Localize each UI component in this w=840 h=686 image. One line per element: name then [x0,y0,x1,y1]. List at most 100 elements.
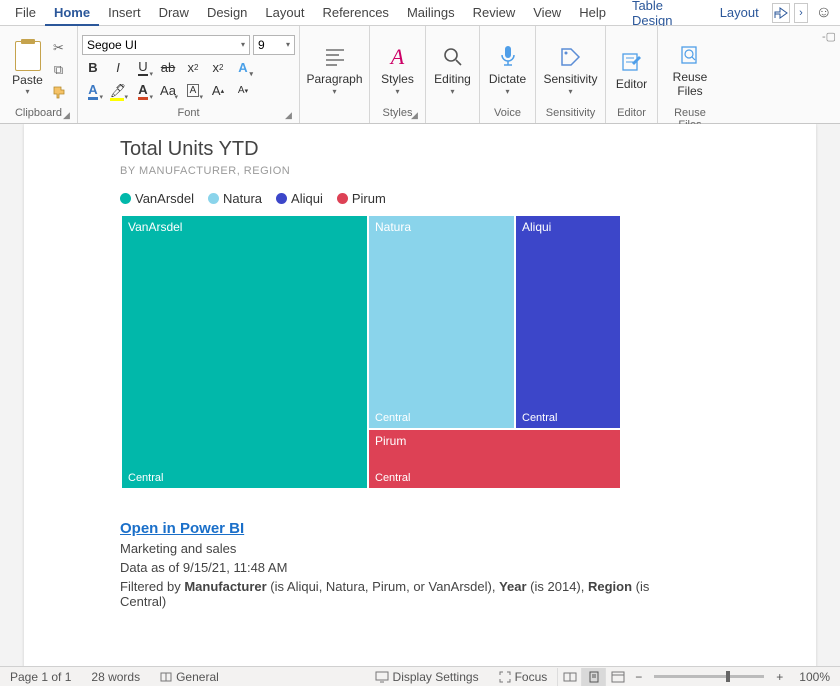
font-color-button[interactable]: A [132,81,154,101]
font-color-a-button[interactable]: A [82,81,104,101]
editing-button[interactable]: Editing ▾ [430,39,475,96]
group-label-editing [430,107,475,123]
legend-swatch [276,193,287,204]
underline-button[interactable]: U [132,58,154,78]
chart-legend: VanArsdelNaturaAliquiPirum [120,191,660,206]
styles-button[interactable]: A Styles ▾ [374,39,421,96]
group-editing: Editing ▾ [426,26,480,123]
editor-button[interactable]: Editor [610,44,653,91]
group-label-paragraph [304,107,365,123]
paste-button[interactable]: Paste ▾ [10,39,46,96]
microphone-icon [494,43,522,71]
read-mode-button[interactable] [557,668,581,686]
subscript-button[interactable]: x2 [182,58,204,78]
tab-file[interactable]: File [6,1,45,24]
tab-mailings[interactable]: Mailings [398,1,464,24]
tab-ctx-layout[interactable]: Layout [711,1,768,24]
editor-label: Editor [616,78,647,91]
document-canvas: Total Units YTD By Manufacturer, Region … [0,124,840,666]
group-paragraph: Paragraph ▾ [300,26,370,123]
zoom-slider[interactable] [654,675,764,678]
filter-pre: Filtered by [120,579,184,594]
treemap-cell[interactable]: VanArsdelCentral [121,215,368,489]
bold-button[interactable]: B [82,58,104,78]
cut-button[interactable]: ✂ [50,39,68,57]
tab-layout[interactable]: Layout [256,1,313,24]
text-effects-button[interactable]: A [232,58,254,78]
styles-label: Styles [381,73,414,86]
char-border-button[interactable]: A [182,81,204,101]
styles-launcher[interactable]: ◢ [411,110,423,122]
treemap-cell[interactable]: NaturaCentral [368,215,515,429]
tab-references[interactable]: References [313,1,397,24]
zoom-in-button[interactable]: + [770,670,789,684]
status-display-text: Display Settings [393,670,479,684]
legend-item: Pirum [337,191,386,206]
tab-design[interactable]: Design [198,1,256,24]
clipboard-launcher[interactable]: ◢ [63,110,75,122]
status-lang[interactable]: General [150,670,229,684]
clipboard-icon [15,41,41,71]
doc-meta-1: Marketing and sales [120,541,660,556]
book-icon [160,671,172,683]
paragraph-button[interactable]: Paragraph ▾ [305,39,365,96]
shrink-font-button[interactable]: A▾ [232,81,254,101]
focus-button[interactable]: Focus [489,670,558,684]
tab-home[interactable]: Home [45,1,99,26]
doc-meta-2: Data as of 9/15/21, 11:48 AM [120,560,660,575]
grow-font-button[interactable]: A▴ [207,81,229,101]
embedded-chart: Total Units YTD By Manufacturer, Region … [120,138,660,609]
paragraph-icon [321,43,349,71]
dictate-label: Dictate [489,73,526,86]
group-sensitivity: Sensitivity ▾ Sensitivity [536,26,606,123]
reuse-files-button[interactable]: Reuse Files [662,37,718,97]
styles-icon: A [384,43,412,71]
ribbon-pin-button[interactable]: -▢ [822,30,836,43]
treemap-cell[interactable]: AliquiCentral [515,215,621,429]
group-font: Segoe UI▾ 9▾ B I U ab x2 x2 A A [78,26,300,123]
paragraph-label: Paragraph [306,73,362,86]
status-lang-text: General [176,670,219,684]
open-in-power-bi-link[interactable]: Open in Power BI [120,520,244,537]
tab-help[interactable]: Help [570,1,615,24]
zoom-level[interactable]: 100% [789,670,840,684]
legend-swatch [120,193,131,204]
font-name-combo[interactable]: Segoe UI▾ [82,35,250,55]
dictate-button[interactable]: Dictate ▾ [484,39,531,96]
print-layout-button[interactable] [581,668,605,686]
format-painter-button[interactable] [50,83,68,101]
treemap-cell[interactable]: PirumCentral [368,429,621,489]
chart-title: Total Units YTD [120,138,660,161]
share-button[interactable] [772,3,790,23]
legend-item: Aliqui [276,191,323,206]
tab-insert[interactable]: Insert [99,1,150,24]
italic-button[interactable]: I [107,58,129,78]
status-words[interactable]: 28 words [81,670,150,684]
copy-button[interactable]: ⧉ [50,61,68,79]
overflow-button[interactable]: › [794,3,808,23]
font-size-combo[interactable]: 9▾ [253,35,295,55]
sensitivity-button[interactable]: Sensitivity ▾ [541,39,601,96]
treemap-cell-region: Central [375,472,410,484]
font-size-value: 9 [258,38,265,52]
tab-review[interactable]: Review [464,1,525,24]
treemap-cell-name: Natura [375,220,411,234]
group-label-reuse: Reuse Files [662,107,718,123]
strikethrough-button[interactable]: ab [157,58,179,78]
group-label-sensitivity: Sensitivity [540,107,601,123]
legend-swatch [208,193,219,204]
legend-item: Natura [208,191,262,206]
feedback-smiley-icon[interactable]: ☺ [816,4,832,22]
change-case-button[interactable]: Aa [157,81,179,101]
highlight-button[interactable]: 🖊 [107,81,129,101]
superscript-button[interactable]: x2 [207,58,229,78]
zoom-out-button[interactable]: − [629,670,648,684]
font-launcher[interactable]: ◢ [285,110,297,122]
tab-view[interactable]: View [524,1,570,24]
display-settings-button[interactable]: Display Settings [365,670,489,684]
web-layout-button[interactable] [605,668,629,686]
tab-draw[interactable]: Draw [150,1,198,24]
status-page[interactable]: Page 1 of 1 [0,670,81,684]
legend-label: Pirum [352,191,386,206]
group-label-editor: Editor [610,107,653,123]
